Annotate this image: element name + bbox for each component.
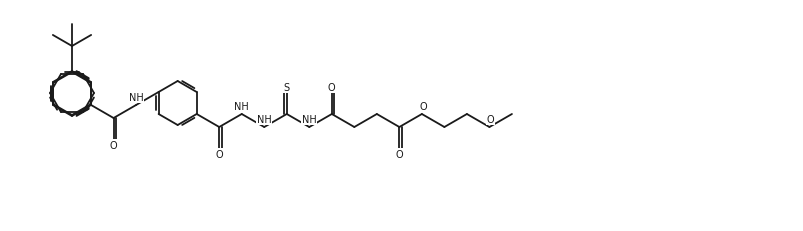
Text: NH: NH — [234, 102, 249, 112]
Text: O: O — [418, 102, 426, 112]
Text: NH: NH — [302, 115, 316, 125]
Text: NH: NH — [257, 115, 271, 125]
Text: NH: NH — [128, 93, 143, 103]
Text: O: O — [215, 149, 222, 159]
Text: O: O — [486, 115, 494, 125]
Text: O: O — [395, 149, 402, 159]
Text: S: S — [283, 83, 289, 93]
Text: O: O — [110, 140, 117, 150]
Text: O: O — [328, 83, 335, 93]
